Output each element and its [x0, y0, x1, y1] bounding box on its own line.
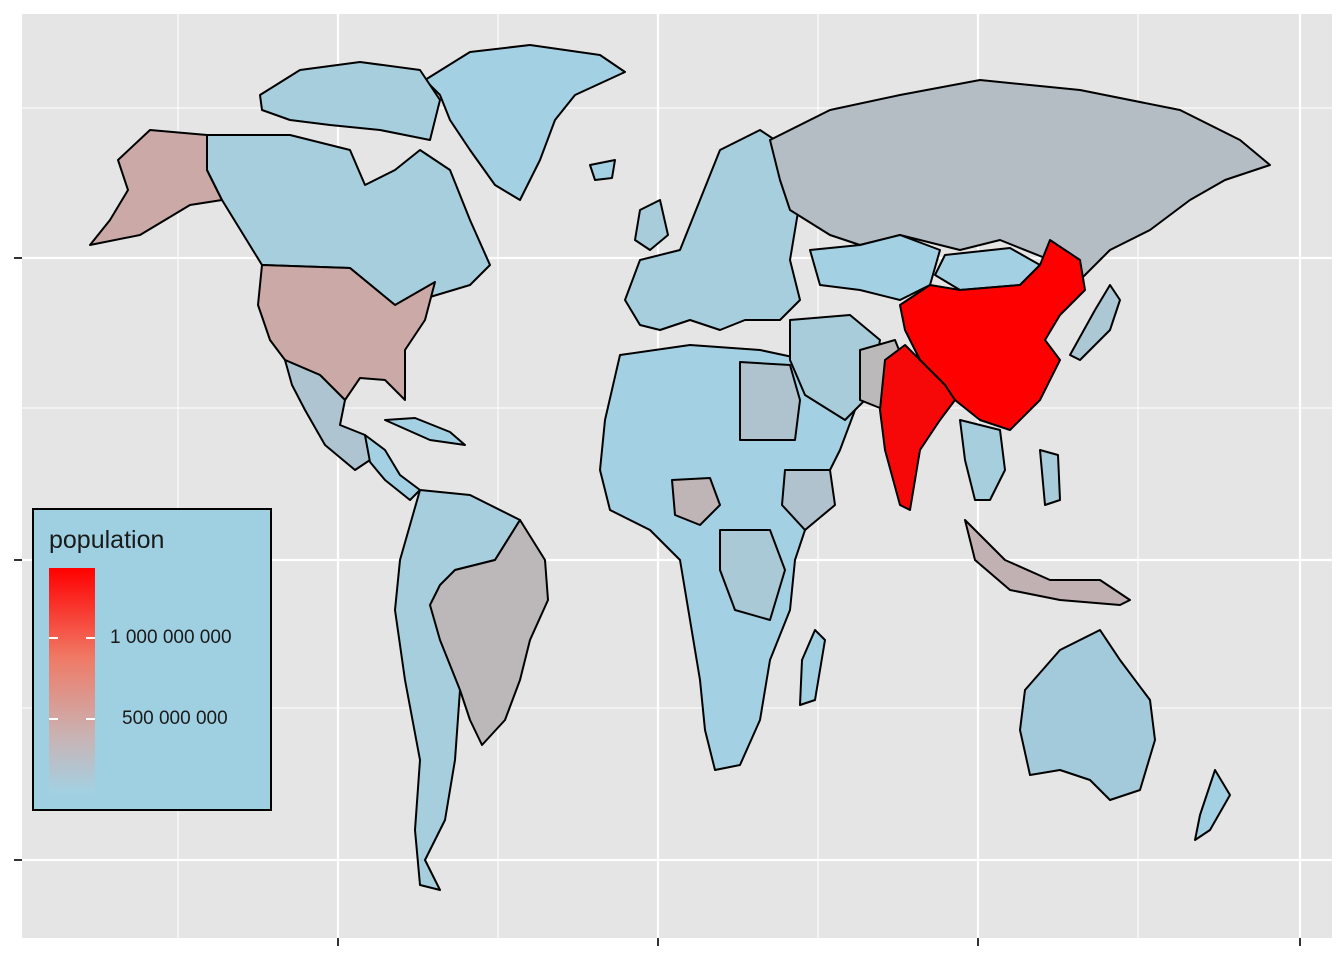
country-canada-islands: [259, 61, 441, 141]
country-madagascar: [799, 629, 826, 706]
country-caribbean: [384, 417, 466, 446]
country-europe: [624, 129, 801, 331]
legend-label-500m: 500 000 000: [122, 708, 228, 729]
country-congo: [719, 529, 786, 621]
legend-tick: [49, 718, 58, 720]
country-southeast-asia: [959, 419, 1006, 501]
country-philippines: [1039, 449, 1061, 506]
country-egypt: [739, 361, 801, 441]
country-middle-east: [789, 314, 881, 421]
country-canada: [206, 134, 491, 306]
legend: population 1 000 000 000 500 000 000: [32, 508, 272, 811]
legend-label-1b: 1 000 000 000: [110, 627, 232, 648]
country-usa: [257, 264, 436, 401]
country-new-zealand: [1194, 769, 1231, 841]
countries: [89, 44, 1271, 891]
country-australia: [1019, 629, 1156, 801]
country-japan: [1069, 284, 1121, 361]
legend-tick: [49, 637, 58, 639]
country-greenland: [424, 44, 626, 201]
country-iceland: [589, 159, 616, 181]
country-indonesia: [964, 519, 1131, 606]
country-central-america: [364, 434, 421, 501]
country-brazil: [429, 519, 549, 746]
legend-tick: [86, 718, 95, 720]
country-india: [879, 344, 956, 511]
legend-title: population: [49, 526, 165, 554]
legend-colorbar: [49, 568, 95, 793]
country-nigeria: [671, 477, 721, 526]
country-russia: [769, 79, 1271, 281]
axis-ticks: [14, 257, 1301, 946]
legend-tick: [86, 637, 95, 639]
country-uk: [634, 199, 669, 251]
country-ethiopia: [781, 469, 836, 531]
